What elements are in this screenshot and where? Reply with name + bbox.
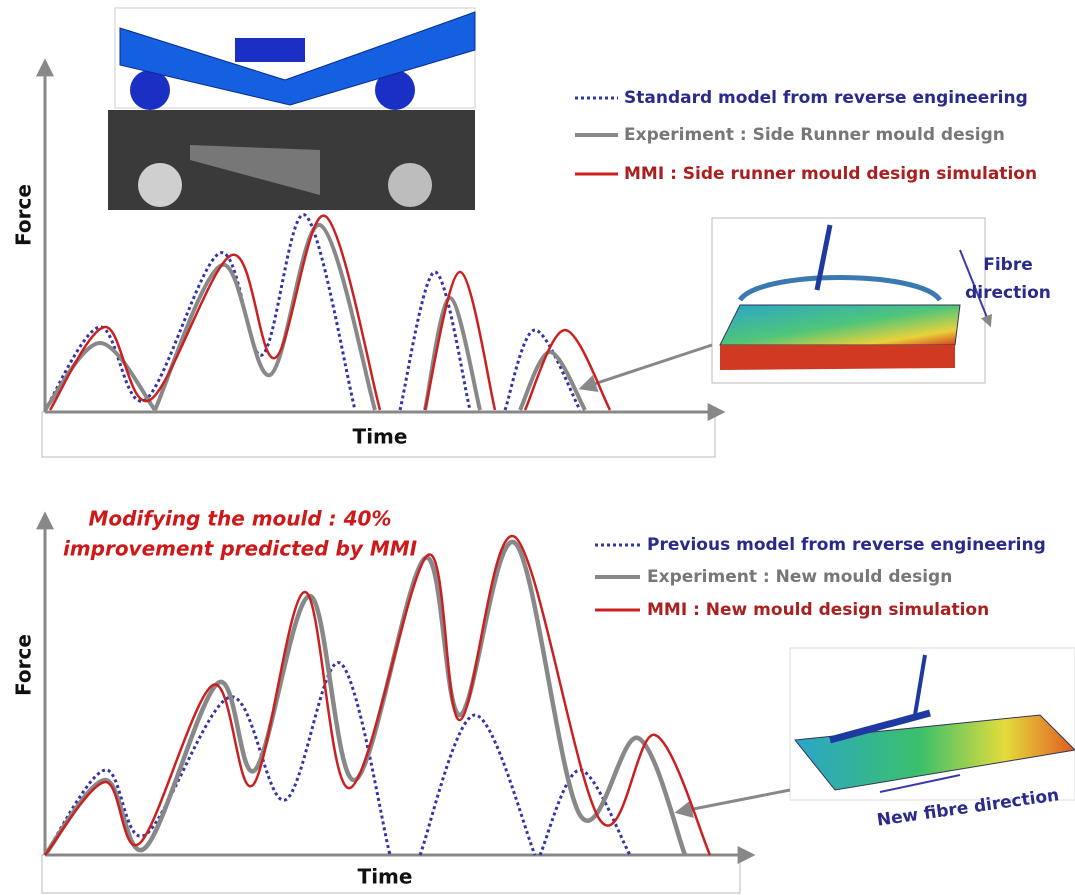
curve [523,328,612,411]
mould-image [789,647,1075,801]
annotation: Fibre [983,255,1033,275]
legend-entry: MMI : New mould design simulation [647,600,989,620]
top-panel: Time Force Standard model from reverse e… [12,7,1051,458]
y-axis-label: Force [12,634,36,696]
bottom-panel: Time Force Modifying the mould : 40% imp… [12,507,1075,894]
curve [43,340,157,412]
legend: Previous model from reverse engineering … [595,535,1046,620]
y-axis-label: Force [12,184,36,246]
curve [518,349,587,412]
curves [43,213,712,857]
legend-entry: MMI : Side runner mould design simulatio… [624,164,1037,184]
curve [43,213,357,411]
x-axis-label: Time [353,425,408,449]
bending-test-image [108,7,476,210]
curve [418,713,537,856]
pointer-arrow [578,343,713,393]
legend: Standard model from reverse engineering … [575,88,1037,184]
annotation-title: improvement predicted by MMI [63,537,418,561]
mould-image [711,217,993,384]
curve [538,768,632,856]
legend-entry: Standard model from reverse engineering [624,88,1028,108]
pointer-arrow [674,788,791,819]
annotation: direction [965,283,1051,303]
legend-entry: Experiment : Side Runner mould design [624,125,1005,145]
curve [423,295,482,411]
legend-entry: Previous model from reverse engineering [647,535,1046,555]
annotation-title: Modifying the mould : 40% [88,507,391,531]
curve [43,661,392,856]
curve [44,535,712,856]
curve [48,214,382,411]
curve [503,328,582,411]
x-label-box [41,411,716,458]
curve [43,539,688,857]
legend-entry: Experiment : New mould design [647,567,952,587]
curve [153,223,377,411]
x-axis-label: Time [358,865,413,889]
curve [398,270,472,411]
fibre-arrow [879,774,961,793]
curve [423,270,497,411]
